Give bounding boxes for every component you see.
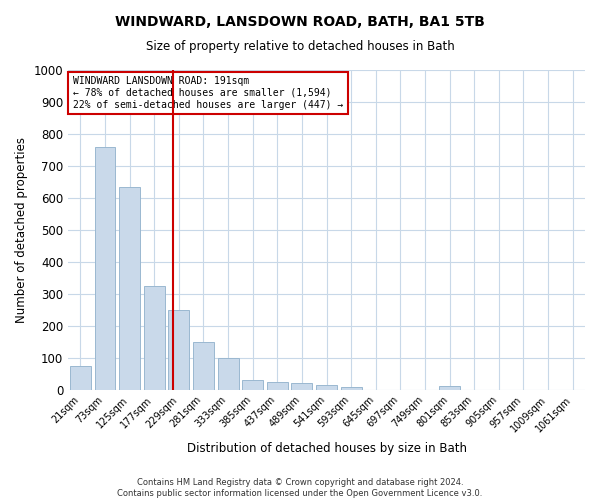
Bar <box>242 380 263 390</box>
Text: Size of property relative to detached houses in Bath: Size of property relative to detached ho… <box>146 40 454 53</box>
Bar <box>292 384 313 390</box>
Text: WINDWARD LANSDOWN ROAD: 191sqm
← 78% of detached houses are smaller (1,594)
22% : WINDWARD LANSDOWN ROAD: 191sqm ← 78% of … <box>73 76 343 110</box>
Bar <box>316 385 337 390</box>
X-axis label: Distribution of detached houses by size in Bath: Distribution of detached houses by size … <box>187 442 467 455</box>
Bar <box>144 286 164 390</box>
Bar <box>218 358 239 390</box>
Text: Contains HM Land Registry data © Crown copyright and database right 2024.
Contai: Contains HM Land Registry data © Crown c… <box>118 478 482 498</box>
Bar <box>267 382 288 390</box>
Bar <box>169 310 189 390</box>
Bar <box>70 366 91 390</box>
Bar <box>119 186 140 390</box>
Bar <box>95 146 115 390</box>
Text: WINDWARD, LANSDOWN ROAD, BATH, BA1 5TB: WINDWARD, LANSDOWN ROAD, BATH, BA1 5TB <box>115 15 485 29</box>
Bar <box>439 386 460 390</box>
Bar <box>341 387 362 390</box>
Y-axis label: Number of detached properties: Number of detached properties <box>15 137 28 323</box>
Bar <box>193 342 214 390</box>
